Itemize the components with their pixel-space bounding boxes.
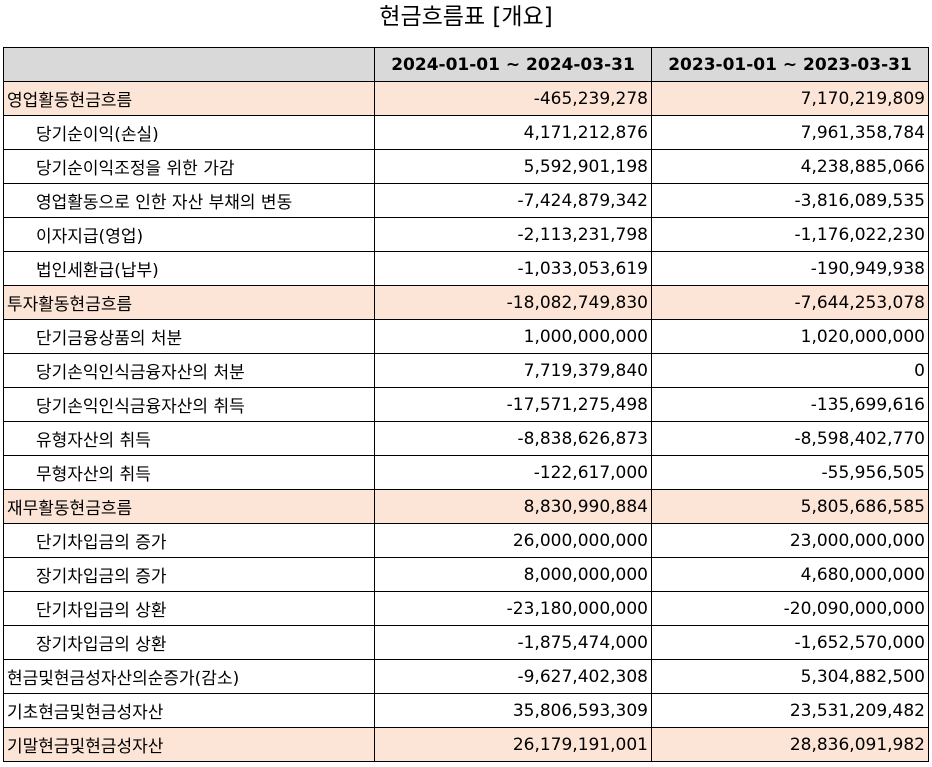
table-row: 단기차입금의 상환 -23,180,000,000 -20,090,000,000 — [3, 591, 929, 626]
table-row: 무형자산의 취득 -122,617,000 -55,956,505 — [3, 455, 929, 490]
value-2023: -20,090,000,000 — [651, 591, 929, 626]
table-row: 유형자산의 취득 -8,838,626,873 -8,598,402,770 — [3, 421, 929, 456]
table-header-row: 2024-01-01 ~ 2024-03-31 2023-01-01 ~ 202… — [3, 47, 929, 82]
table-row: 법인세환급(납부) -1,033,053,619 -190,949,938 — [3, 251, 929, 286]
value-2023: 28,836,091,982 — [651, 727, 929, 762]
value-2023: -55,956,505 — [651, 455, 929, 490]
table-row: 당기손익인식금융자산의 처분 7,719,379,840 0 — [3, 353, 929, 388]
row-label: 당기손익인식금융자산의 처분 — [3, 353, 375, 388]
table-row: 투자활동현금흐름 -18,082,749,830 -7,644,253,078 — [3, 285, 929, 320]
value-2024: -2,113,231,798 — [374, 217, 652, 252]
value-2023: -3,816,089,535 — [651, 183, 929, 218]
value-2024: -1,033,053,619 — [374, 251, 652, 286]
row-label: 이자지급(영업) — [3, 217, 375, 252]
table-row: 당기손익인식금융자산의 취득 -17,571,275,498 -135,699,61… — [3, 387, 929, 422]
column-header-period-2023: 2023-01-01 ~ 2023-03-31 — [651, 47, 929, 82]
table-row: 단기금융상품의 처분 1,000,000,000 1,020,000,000 — [3, 319, 929, 354]
value-2023: 7,170,219,809 — [651, 81, 929, 116]
value-2024: -8,838,626,873 — [374, 421, 652, 456]
row-label: 단기차입금의 상환 — [3, 591, 375, 626]
row-label: 재무활동현금흐름 — [3, 489, 375, 524]
row-label: 장기차입금의 증가 — [3, 557, 375, 592]
table-row: 영업활동현금흐름 -465,239,278 7,170,219,809 — [3, 81, 929, 116]
value-2024: 26,000,000,000 — [374, 523, 652, 558]
value-2023: -190,949,938 — [651, 251, 929, 286]
row-label: 영업활동현금흐름 — [3, 81, 375, 116]
value-2023: 0 — [651, 353, 929, 388]
value-2024: 26,179,191,001 — [374, 727, 652, 762]
table-row: 장기차입금의 상환 -1,875,474,000 -1,652,570,000 — [3, 625, 929, 660]
row-label: 기초현금및현금성자산 — [3, 693, 375, 728]
table-row: 재무활동현금흐름 8,830,990,884 5,805,686,585 — [3, 489, 929, 524]
value-2024: 1,000,000,000 — [374, 319, 652, 354]
row-label: 단기차입금의 증가 — [3, 523, 375, 558]
value-2024: -9,627,402,308 — [374, 659, 652, 694]
row-label: 당기손익인식금융자산의 취득 — [3, 387, 375, 422]
row-label: 당기순이익(손실) — [3, 115, 375, 150]
table-row: 당기순이익조정을 위한 가감 5,592,901,198 4,238,885,066 — [3, 149, 929, 184]
value-2023: 23,000,000,000 — [651, 523, 929, 558]
value-2023: -8,598,402,770 — [651, 421, 929, 456]
value-2024: 35,806,593,309 — [374, 693, 652, 728]
row-label: 당기순이익조정을 위한 가감 — [3, 149, 375, 184]
row-label: 장기차입금의 상환 — [3, 625, 375, 660]
value-2024: 7,719,379,840 — [374, 353, 652, 388]
value-2024: -7,424,879,342 — [374, 183, 652, 218]
row-label: 현금및현금성자산의순증가(감소) — [3, 659, 375, 694]
value-2024: -122,617,000 — [374, 455, 652, 490]
value-2024: -23,180,000,000 — [374, 591, 652, 626]
row-label: 기말현금및현금성자산 — [3, 727, 375, 762]
value-2023: 5,304,882,500 — [651, 659, 929, 694]
value-2024: 5,592,901,198 — [374, 149, 652, 184]
row-label: 영업활동으로 인한 자산 부채의 변동 — [3, 183, 375, 218]
page-title: 현금흐름표 [개요] — [379, 4, 553, 30]
table-row: 현금및현금성자산의순증가(감소) -9,627,402,308 5,304,882,… — [3, 659, 929, 694]
column-header-item — [3, 47, 375, 82]
value-2023: 7,961,358,784 — [651, 115, 929, 150]
cash-flow-table: 2024-01-01 ~ 2024-03-31 2023-01-01 ~ 202… — [3, 47, 929, 762]
value-2024: -17,571,275,498 — [374, 387, 652, 422]
value-2023: -1,652,570,000 — [651, 625, 929, 660]
table-row: 장기차입금의 증가 8,000,000,000 4,680,000,000 — [3, 557, 929, 592]
value-2023: 1,020,000,000 — [651, 319, 929, 354]
value-2023: 5,805,686,585 — [651, 489, 929, 524]
table-row: 영업활동으로 인한 자산 부채의 변동 -7,424,879,342 -3,816,… — [3, 183, 929, 218]
table-row: 당기순이익(손실) 4,171,212,876 7,961,358,784 — [3, 115, 929, 150]
row-label: 법인세환급(납부) — [3, 251, 375, 286]
row-label: 투자활동현금흐름 — [3, 285, 375, 320]
value-2023: -7,644,253,078 — [651, 285, 929, 320]
row-label: 유형자산의 취득 — [3, 421, 375, 456]
table-row: 이자지급(영업) -2,113,231,798 -1,176,022,230 — [3, 217, 929, 252]
table-row: 기초현금및현금성자산 35,806,593,309 23,531,209,482 — [3, 693, 929, 728]
value-2023: 23,531,209,482 — [651, 693, 929, 728]
value-2023: -1,176,022,230 — [651, 217, 929, 252]
value-2024: 4,171,212,876 — [374, 115, 652, 150]
value-2024: -1,875,474,000 — [374, 625, 652, 660]
value-2024: 8,830,990,884 — [374, 489, 652, 524]
row-label: 무형자산의 취득 — [3, 455, 375, 490]
value-2024: 8,000,000,000 — [374, 557, 652, 592]
table-row: 단기차입금의 증가 26,000,000,000 23,000,000,000 — [3, 523, 929, 558]
value-2023: -135,699,616 — [651, 387, 929, 422]
value-2023: 4,238,885,066 — [651, 149, 929, 184]
value-2024: -18,082,749,830 — [374, 285, 652, 320]
value-2024: -465,239,278 — [374, 81, 652, 116]
column-header-period-2024: 2024-01-01 ~ 2024-03-31 — [374, 47, 652, 82]
value-2023: 4,680,000,000 — [651, 557, 929, 592]
table-body: 영업활동현금흐름 -465,239,278 7,170,219,809 당기순이익(손… — [3, 81, 929, 762]
row-label: 단기금융상품의 처분 — [3, 319, 375, 354]
table-row: 기말현금및현금성자산 26,179,191,001 28,836,091,982 — [3, 727, 929, 762]
